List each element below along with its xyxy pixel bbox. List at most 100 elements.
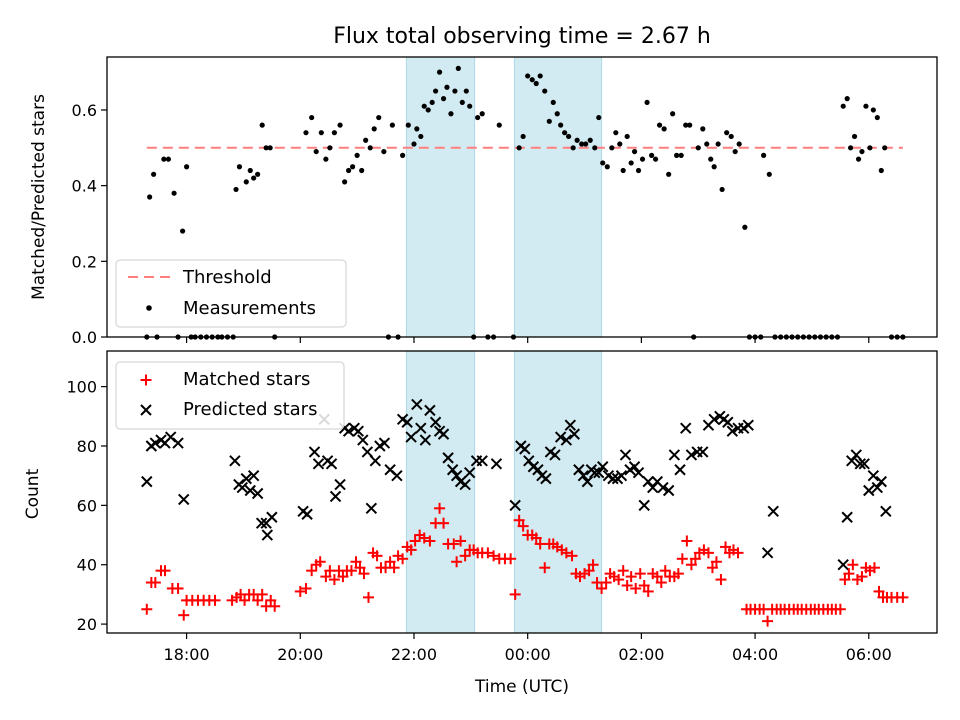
predicted-star-point (726, 425, 739, 437)
measurement-point (683, 122, 689, 128)
matched-star-point (732, 547, 744, 559)
cross-b (357, 434, 369, 446)
matched-star-point (689, 553, 701, 565)
matched-star-point (566, 550, 578, 562)
measurement-point (251, 175, 257, 181)
cross-b (657, 481, 669, 494)
predicted-star-point (554, 431, 567, 443)
predicted-star-point (437, 428, 450, 440)
predicted-star-point (172, 437, 184, 449)
predicted-star-point (446, 464, 459, 476)
measurement-point (354, 152, 360, 158)
measurement-point (496, 122, 502, 128)
predicted-stars-points (141, 398, 892, 571)
measurement-point (546, 118, 552, 124)
predicted-star-point (308, 446, 321, 458)
matched-star-point (488, 550, 500, 562)
measurement-point (649, 152, 655, 158)
predicted-star-point (415, 422, 427, 434)
matched-star-point (451, 556, 463, 568)
predicted-star-point (352, 425, 364, 437)
predicted-star-point (668, 449, 681, 461)
matched-star-point (300, 582, 312, 594)
predicted-star-point (875, 475, 887, 488)
cross-b (708, 413, 720, 425)
bottom-y-tick-label-4: 100 (66, 378, 97, 397)
cross-b (391, 469, 403, 482)
measurement-point (870, 107, 876, 113)
measurement-point (327, 145, 333, 151)
matched-star-point (149, 577, 161, 589)
predicted-star-point (329, 490, 342, 503)
measurement-point (550, 99, 556, 106)
measurement-point (180, 228, 186, 234)
predicted-star-point (638, 499, 650, 512)
predicted-star-point (697, 446, 709, 458)
measurement-point (147, 194, 153, 200)
predicted-star-point (589, 466, 601, 479)
bottom-y-tick-label-3: 80 (77, 437, 97, 456)
predicted-star-point (301, 508, 313, 520)
measurement-point (309, 114, 315, 121)
measurement-point (878, 167, 884, 174)
cross-b (761, 547, 774, 559)
measurement-point (840, 103, 846, 109)
predicted-star-point (597, 461, 609, 473)
x-tick-label-0: 18:00 (164, 645, 210, 664)
measurement-point (592, 145, 598, 151)
predicted-star-point (742, 419, 754, 431)
cross-b (863, 484, 875, 497)
cross-b (240, 472, 252, 485)
top-y-tick-label-3: 0.6 (72, 101, 97, 120)
matched-star-point (337, 571, 349, 583)
matched-star-point (209, 594, 221, 606)
measurement-point (613, 130, 619, 136)
matched-star-point (702, 547, 714, 559)
matched-star-point (834, 603, 846, 615)
measurement-point (695, 145, 701, 151)
measurement-point (566, 133, 572, 140)
cross-b (875, 475, 887, 488)
measurement-point (376, 114, 382, 121)
predicted-star-point (401, 416, 413, 428)
predicted-star-point (837, 559, 849, 571)
cross-b (178, 493, 190, 506)
matched-star-point (455, 535, 467, 547)
matched-star-point (345, 565, 357, 577)
matched-star-point (384, 556, 396, 568)
bottom-legend: Matched stars Predicted stars (115, 361, 345, 430)
cross-b (419, 434, 432, 446)
measurement-point (652, 156, 659, 162)
cross-b (312, 458, 325, 470)
predicted-star-point (391, 469, 403, 482)
measurement-point (624, 133, 630, 140)
matched-star-point (306, 565, 318, 577)
predicted-star-point (164, 431, 177, 443)
bottom-y-tick-label-2: 60 (77, 496, 97, 515)
predicted-star-point (459, 478, 471, 491)
cross-b (429, 416, 442, 428)
matched-star-point (613, 574, 625, 586)
cross-b (476, 455, 488, 467)
measurement-point (183, 164, 190, 170)
measurement-point (367, 145, 373, 151)
measurement-point (429, 99, 435, 106)
measurement-point (363, 137, 369, 143)
cross-b (308, 446, 321, 458)
measurement-point (587, 137, 593, 143)
cross-b (573, 464, 585, 476)
predicted-star-point (442, 452, 454, 464)
measurement-point (171, 190, 177, 196)
x-tick-label-2: 22:00 (391, 645, 437, 664)
measurement-point (558, 122, 564, 128)
cross-b (581, 475, 594, 488)
matched-star-point (178, 609, 190, 621)
predicted-star-point (767, 505, 779, 518)
cross-b (697, 446, 709, 458)
cross-b (149, 437, 162, 449)
matched-star-point (655, 577, 667, 589)
cross-b (519, 443, 531, 455)
measurement-point (844, 96, 850, 102)
cross-b (255, 517, 268, 529)
